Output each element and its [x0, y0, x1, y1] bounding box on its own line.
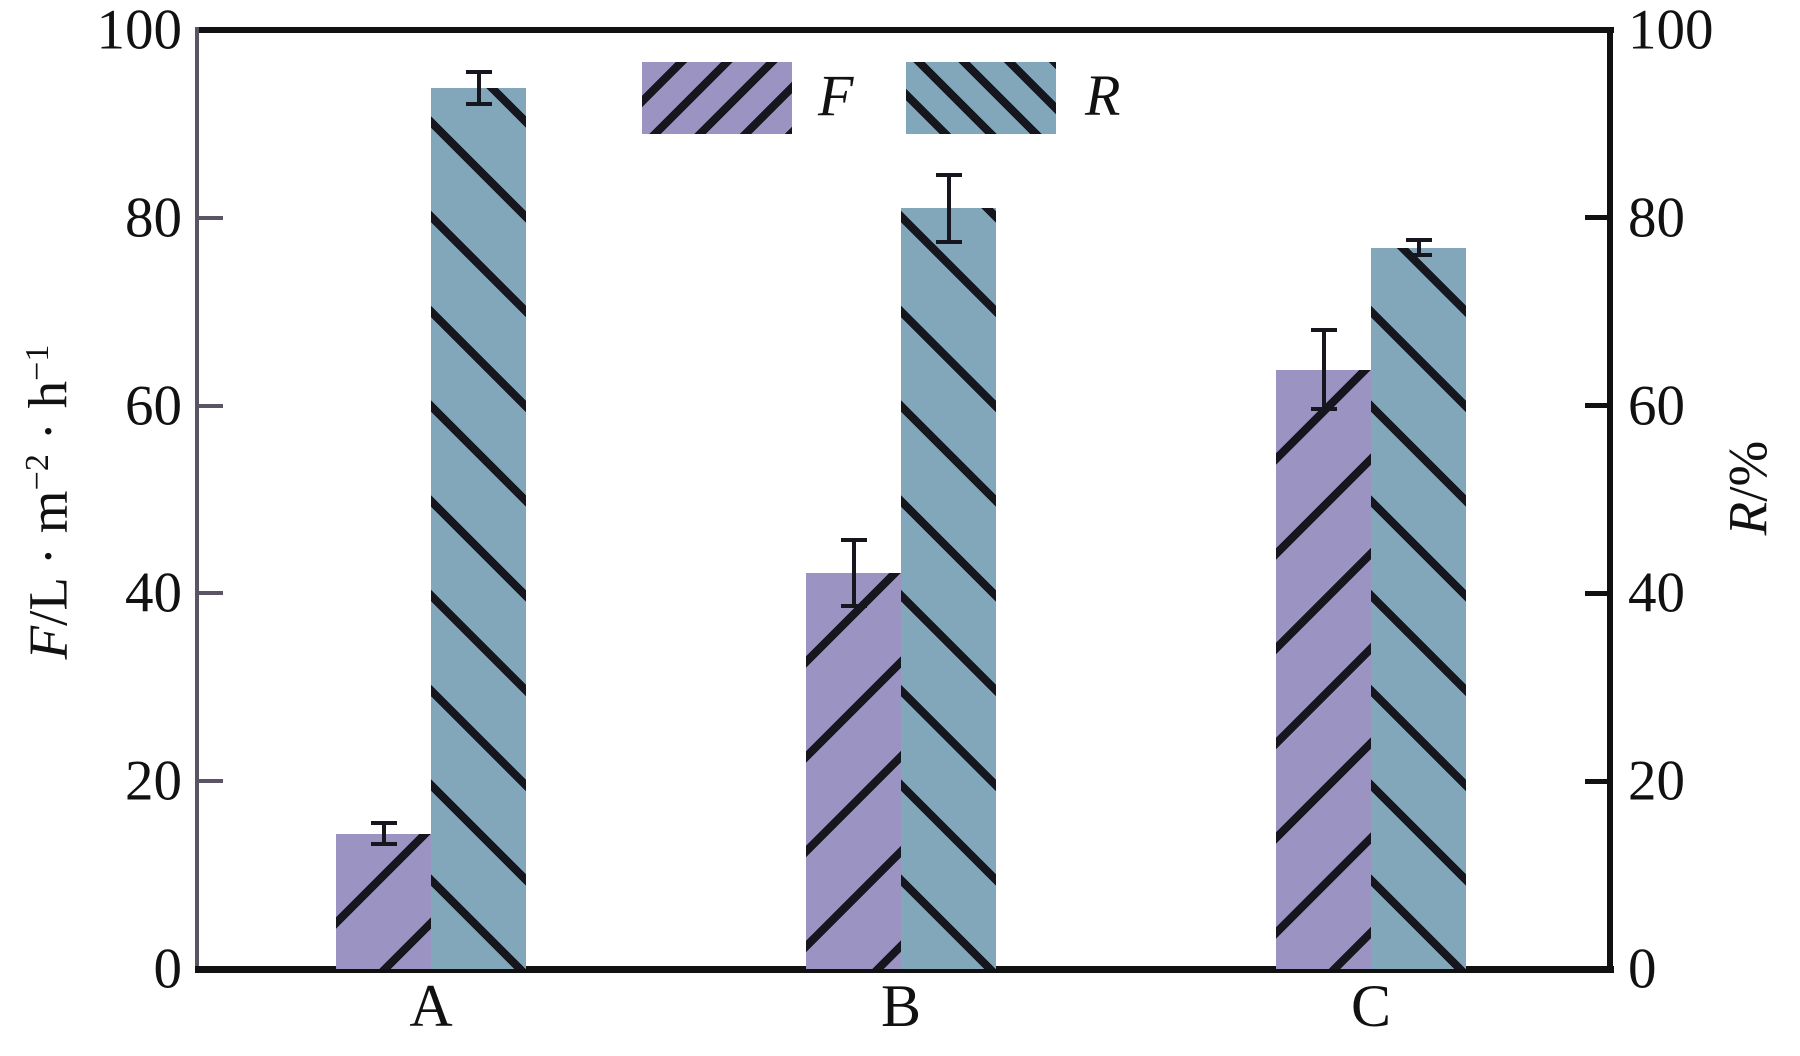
right-axis-tick-60: [1585, 403, 1607, 409]
legend-label-R: R: [1085, 63, 1121, 128]
error-cap-bottom-F-C: [1310, 407, 1337, 412]
top-spine: [195, 27, 1614, 33]
right-tick-label-20: 20: [1628, 749, 1685, 813]
legend-swatch-F: [642, 62, 792, 134]
right-tick-label-60: 60: [1628, 374, 1685, 438]
right-axis-spine: [1607, 27, 1613, 973]
left-axis-spine: [195, 27, 199, 969]
error-cap-top-F-C: [1310, 328, 1337, 333]
error-cap-bottom-R-A: [465, 102, 492, 107]
category-label-A: A: [409, 973, 453, 1039]
right-axis-tick-80: [1585, 215, 1607, 221]
error-cap-bottom-R-C: [1405, 253, 1432, 258]
right-tick-label-80: 80: [1628, 186, 1685, 250]
left-tick-label-60: 60: [125, 374, 182, 438]
error-cap-top-R-C: [1405, 238, 1432, 243]
left-tick-label-20: 20: [125, 749, 182, 813]
category-label-C: C: [1350, 973, 1392, 1039]
left-axis-title: F/L · m−2 · h−1: [17, 344, 79, 660]
x-axis-spine: [195, 966, 1614, 973]
right-axis-title: R/%: [1717, 440, 1779, 536]
right-tick-label-100: 100: [1628, 0, 1714, 62]
error-cap-bottom-R-B: [935, 240, 962, 245]
category-label-B: B: [880, 973, 922, 1039]
bar-R-B: [901, 208, 996, 969]
right-tick-label-0: 0: [1628, 937, 1657, 1001]
error-bar-F-C: [1321, 330, 1326, 410]
bar-F-C: [1276, 369, 1371, 969]
left-axis-tick-20: [199, 779, 223, 784]
right-axis-tick-20: [1585, 778, 1607, 784]
left-tick-label-100: 100: [96, 0, 183, 62]
error-bar-R-B: [946, 174, 951, 243]
bar-R-C: [1371, 247, 1466, 969]
left-tick-label-0: 0: [153, 937, 183, 1001]
legend-swatch-R: [906, 62, 1056, 134]
error-bar-F-B: [851, 539, 856, 606]
right-axis-tick-40: [1585, 590, 1607, 596]
error-cap-top-R-A: [465, 70, 492, 75]
left-axis-tick-40: [199, 591, 223, 596]
error-cap-top-R-B: [935, 172, 962, 177]
error-bar-F-A: [381, 823, 386, 845]
error-cap-top-F-A: [370, 821, 397, 826]
bar-F-B: [806, 572, 901, 969]
left-axis-tick-60: [199, 403, 223, 408]
error-cap-bottom-F-A: [370, 842, 397, 847]
bar-F-A: [336, 833, 431, 969]
right-tick-label-40: 40: [1628, 561, 1685, 625]
error-bar-R-A: [476, 72, 481, 105]
error-bar-R-C: [1416, 240, 1421, 256]
bar-R-A: [431, 88, 526, 969]
left-axis-tick-80: [199, 215, 223, 220]
error-cap-bottom-F-B: [840, 603, 867, 608]
error-cap-top-F-B: [840, 537, 867, 542]
left-tick-label-80: 80: [125, 186, 182, 250]
legend-label-F: F: [818, 63, 854, 128]
left-tick-label-40: 40: [125, 561, 182, 625]
